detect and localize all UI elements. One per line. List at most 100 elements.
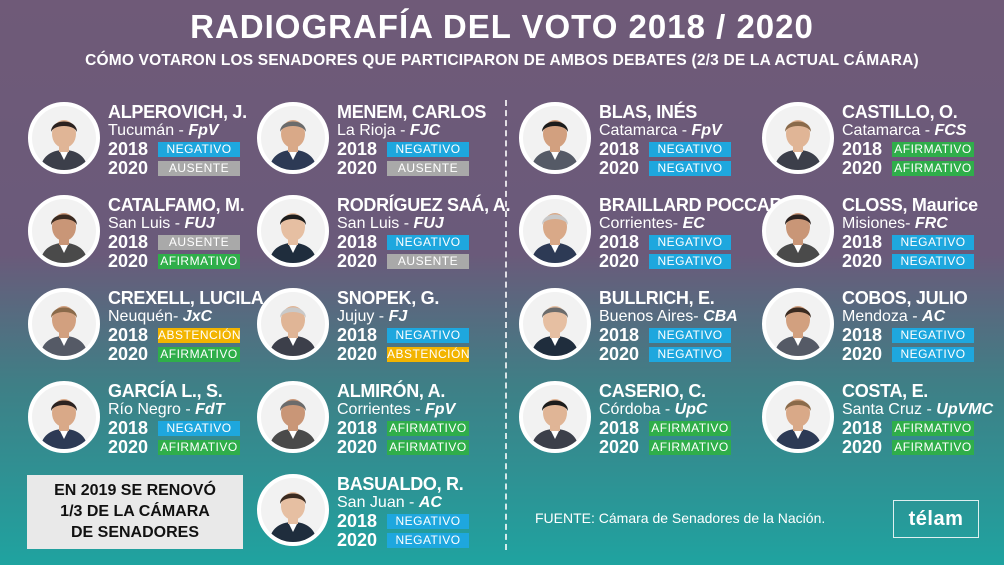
party-label: FRC bbox=[914, 215, 948, 232]
year-label: 2020 bbox=[599, 344, 640, 364]
vote-row-2020: 2020 AFIRMATIVO bbox=[108, 438, 283, 457]
avatar bbox=[762, 102, 834, 174]
year-label: 2018 bbox=[108, 418, 149, 438]
province-label: Neuquén- bbox=[108, 308, 183, 325]
senator-name: GARCÍA L., S. bbox=[108, 381, 223, 401]
senator-card: COBOS, JULIO Mendoza - AC 2018 NEGATIVO 2020… bbox=[762, 288, 1002, 374]
portrait-photo bbox=[523, 106, 587, 170]
senator-info: RODRÍGUEZ SAÁ, A. San Luis - FUJ 2018 NEGAT… bbox=[337, 195, 512, 271]
senator-name: CLOSS, Maurice bbox=[842, 195, 978, 215]
senator-name: COBOS, JULIO bbox=[842, 288, 968, 308]
vote-badge: AUSENTE bbox=[158, 161, 240, 176]
vote-row-2018: 2018 NEGATIVO bbox=[108, 419, 283, 438]
portrait-photo bbox=[766, 292, 830, 356]
vote-row-2020: 2020 ABSTENCIÓN bbox=[337, 345, 512, 364]
vote-badge: AFIRMATIVO bbox=[649, 440, 731, 455]
portrait-photo bbox=[523, 292, 587, 356]
year-label: 2018 bbox=[842, 232, 883, 252]
vote-badge: AFIRMATIVO bbox=[387, 421, 469, 436]
senator-province: San Juan - AC bbox=[337, 494, 512, 512]
vote-badge: NEGATIVO bbox=[387, 328, 469, 343]
vote-row-2018: 2018 NEGATIVO bbox=[599, 140, 774, 159]
senator-name: BASUALDO, R. bbox=[337, 474, 464, 494]
portrait-photo bbox=[261, 199, 325, 263]
senator-info: ALPEROVICH, J. Tucumán - FpV 2018 NEGATIVO 2… bbox=[108, 102, 283, 178]
portrait-photo bbox=[261, 292, 325, 356]
avatar bbox=[762, 195, 834, 267]
year-label: 2018 bbox=[599, 325, 640, 345]
senator-card: GARCÍA L., S. Río Negro - FdT 2018 NEGATIVO… bbox=[28, 381, 268, 467]
province-label: Mendoza - bbox=[842, 308, 923, 325]
vote-badge: NEGATIVO bbox=[892, 328, 974, 343]
vote-badge: NEGATIVO bbox=[649, 254, 731, 269]
party-label: FdT bbox=[195, 401, 225, 418]
senator-card: BASUALDO, R. San Juan - AC 2018 NEGATIVO 202… bbox=[257, 474, 497, 560]
year-label: 2020 bbox=[599, 437, 640, 457]
vote-row-2020: 2020 AFIRMATIVO bbox=[108, 252, 283, 271]
senator-info: BASUALDO, R. San Juan - AC 2018 NEGATIVO 202… bbox=[337, 474, 512, 550]
year-label: 2020 bbox=[337, 158, 378, 178]
party-label: UpC bbox=[674, 401, 708, 418]
portrait-photo bbox=[523, 199, 587, 263]
senator-province: Corrientes- EC bbox=[599, 215, 774, 233]
vote-row-2020: 2020 AFIRMATIVO bbox=[842, 438, 1004, 457]
vote-badge: NEGATIVO bbox=[158, 142, 240, 157]
senator-name: CATALFAMO, M. bbox=[108, 195, 245, 215]
province-label: Tucumán - bbox=[108, 122, 189, 139]
year-label: 2020 bbox=[842, 344, 883, 364]
avatar bbox=[257, 102, 329, 174]
vote-badge: AFIRMATIVO bbox=[892, 161, 974, 176]
vote-badge: NEGATIVO bbox=[649, 161, 731, 176]
party-label: FpV bbox=[188, 122, 219, 139]
senator-info: CREXELL, LUCILA Neuquén- JxC 2018 ABSTENCIÓ… bbox=[108, 288, 283, 364]
avatar bbox=[257, 381, 329, 453]
avatar bbox=[257, 195, 329, 267]
senator-province: Jujuy - FJ bbox=[337, 308, 512, 326]
vote-badge: ABSTENCIÓN bbox=[158, 328, 242, 343]
party-label: EC bbox=[682, 215, 705, 232]
page-subtitle: CÓMO VOTARON LOS SENADORES QUE PARTICIPA… bbox=[85, 52, 919, 69]
year-label: 2020 bbox=[842, 158, 883, 178]
year-label: 2018 bbox=[842, 325, 883, 345]
party-label: FJ bbox=[388, 308, 408, 325]
vote-badge: AUSENTE bbox=[387, 254, 469, 269]
vote-badge: AUSENTE bbox=[158, 235, 240, 250]
portrait-photo bbox=[766, 199, 830, 263]
vote-badge: AFIRMATIVO bbox=[649, 421, 731, 436]
vote-row-2020: 2020 AUSENTE bbox=[337, 159, 512, 178]
vote-badge: AFIRMATIVO bbox=[158, 347, 240, 362]
year-label: 2018 bbox=[842, 139, 883, 159]
province-label: Misiones- bbox=[842, 215, 915, 232]
vote-row-2018: 2018 NEGATIVO bbox=[337, 140, 512, 159]
senator-name: MENEM, CARLOS bbox=[337, 102, 487, 122]
page-title: RADIOGRAFÍA DEL VOTO 2018 / 2020 bbox=[190, 8, 814, 45]
vote-row-2018: 2018 AUSENTE bbox=[108, 233, 283, 252]
senator-info: ALMIRÓN, A. Corrientes - FpV 2018 AFIRMATIV… bbox=[337, 381, 512, 457]
vote-row-2018: 2018 AFIRMATIVO bbox=[842, 140, 1004, 159]
party-label: FUJ bbox=[184, 215, 215, 232]
year-label: 2020 bbox=[108, 344, 149, 364]
senator-card: RODRÍGUEZ SAÁ, A. San Luis - FUJ 2018 NEGAT… bbox=[257, 195, 511, 281]
vote-row-2018: 2018 NEGATIVO bbox=[599, 326, 774, 345]
senator-province: Corrientes - FpV bbox=[337, 401, 512, 419]
avatar bbox=[28, 288, 100, 360]
avatar bbox=[28, 102, 100, 174]
year-label: 2018 bbox=[599, 139, 640, 159]
vote-row-2020: 2020 AFIRMATIVO bbox=[599, 438, 774, 457]
senator-name: ALMIRÓN, A. bbox=[337, 381, 446, 401]
senator-card: CASERIO, C. Córdoba - UpC 2018 AFIRMATIVO 20… bbox=[519, 381, 759, 467]
province-label: Catamarca - bbox=[842, 122, 935, 139]
senator-card: BULLRICH, E. Buenos Aires- CBA 2018 NEGATIV… bbox=[519, 288, 759, 374]
party-label: FpV bbox=[691, 122, 722, 139]
year-label: 2020 bbox=[337, 251, 378, 271]
renewal-note-box: EN 2019 SE RENOVÓ 1/3 DE LA CÁMARA DE SE… bbox=[27, 475, 243, 549]
vote-badge: NEGATIVO bbox=[387, 142, 469, 157]
vote-row-2020: 2020 NEGATIVO bbox=[842, 252, 1004, 271]
province-label: La Rioja - bbox=[337, 122, 410, 139]
senator-province: Tucumán - FpV bbox=[108, 122, 283, 140]
senator-info: COBOS, JULIO Mendoza - AC 2018 NEGATIVO 2020… bbox=[842, 288, 1004, 364]
vote-row-2020: 2020 AUSENTE bbox=[108, 159, 283, 178]
senator-card: BRAILLARD POCCARD Corrientes- EC 2018 NEGAT… bbox=[519, 195, 795, 281]
province-label: Catamarca - bbox=[599, 122, 692, 139]
vote-badge: NEGATIVO bbox=[892, 347, 974, 362]
